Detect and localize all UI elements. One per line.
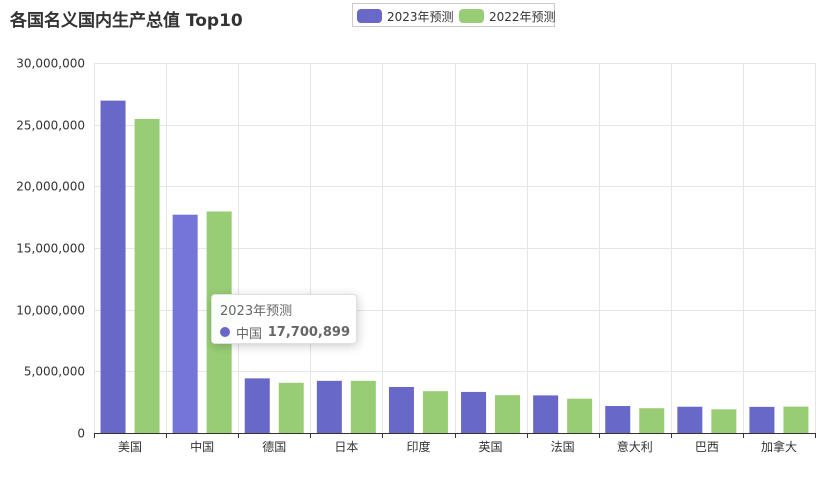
chart-legend: 2023年预测 2022年预测 (352, 3, 556, 27)
y-tick-label: 30,000,000 (16, 57, 85, 71)
bar-2022[interactable] (134, 118, 160, 433)
bar-2023[interactable] (677, 406, 703, 433)
y-tick-label: 5,000,000 (24, 365, 85, 379)
x-tick-label: 美国 (118, 440, 142, 454)
legend-item-2023[interactable]: 2023年预测 (357, 8, 454, 24)
bar-2022[interactable] (278, 382, 304, 433)
legend-label-2023: 2023年预测 (387, 9, 454, 24)
y-tick-label: 0 (77, 427, 85, 441)
y-tick-label: 15,000,000 (16, 242, 85, 256)
bar-2022[interactable] (639, 408, 665, 433)
bar-2023[interactable] (244, 378, 270, 433)
bar-2022[interactable] (567, 398, 593, 433)
bar-2022[interactable] (711, 409, 737, 433)
x-tick-label: 印度 (406, 439, 430, 454)
bar-2023[interactable] (172, 214, 198, 433)
x-tick-label: 英国 (479, 440, 503, 454)
y-tick-label: 10,000,000 (16, 304, 85, 318)
tooltip: 2023年预测 中国 17,700,899 (211, 294, 357, 344)
bar-2022[interactable] (350, 380, 376, 433)
bar-2022[interactable] (783, 406, 809, 433)
bar-2022[interactable] (495, 395, 521, 433)
bar-2023[interactable] (100, 100, 126, 433)
y-tick-label: 20,000,000 (16, 180, 85, 194)
bar-2023[interactable] (533, 395, 559, 433)
tooltip-row: 中国 17,700,899 (220, 324, 354, 342)
bar-2023[interactable] (316, 380, 342, 433)
tooltip-value: 17,700,899 (267, 324, 350, 340)
x-tick-label: 日本 (334, 440, 358, 454)
y-tick-label: 25,000,000 (16, 119, 85, 133)
legend-swatch-2022 (459, 9, 484, 23)
x-tick-label: 德国 (262, 439, 286, 454)
tooltip-series-dot (220, 327, 230, 337)
x-tick-label: 加拿大 (761, 439, 797, 454)
bar-2022[interactable] (422, 391, 448, 433)
x-tick-label: 巴西 (695, 440, 719, 454)
tooltip-category: 中国 (236, 326, 263, 342)
legend-label-2022: 2022年预测 (489, 9, 556, 24)
bar-2023[interactable] (605, 405, 631, 433)
legend-swatch-2023 (357, 9, 382, 23)
x-tick-label: 意大利 (617, 439, 653, 454)
bar-2023[interactable] (749, 406, 775, 433)
x-tick-label: 中国 (190, 439, 214, 454)
bar-2023[interactable] (388, 386, 414, 433)
chart-title: 各国名义国内生产总值 Top10 (10, 11, 243, 31)
bar-2023[interactable] (461, 391, 487, 433)
x-tick-label: 法国 (551, 440, 575, 454)
legend-item-2022[interactable]: 2022年预测 (459, 8, 556, 24)
tooltip-title: 2023年预测 (220, 304, 293, 319)
